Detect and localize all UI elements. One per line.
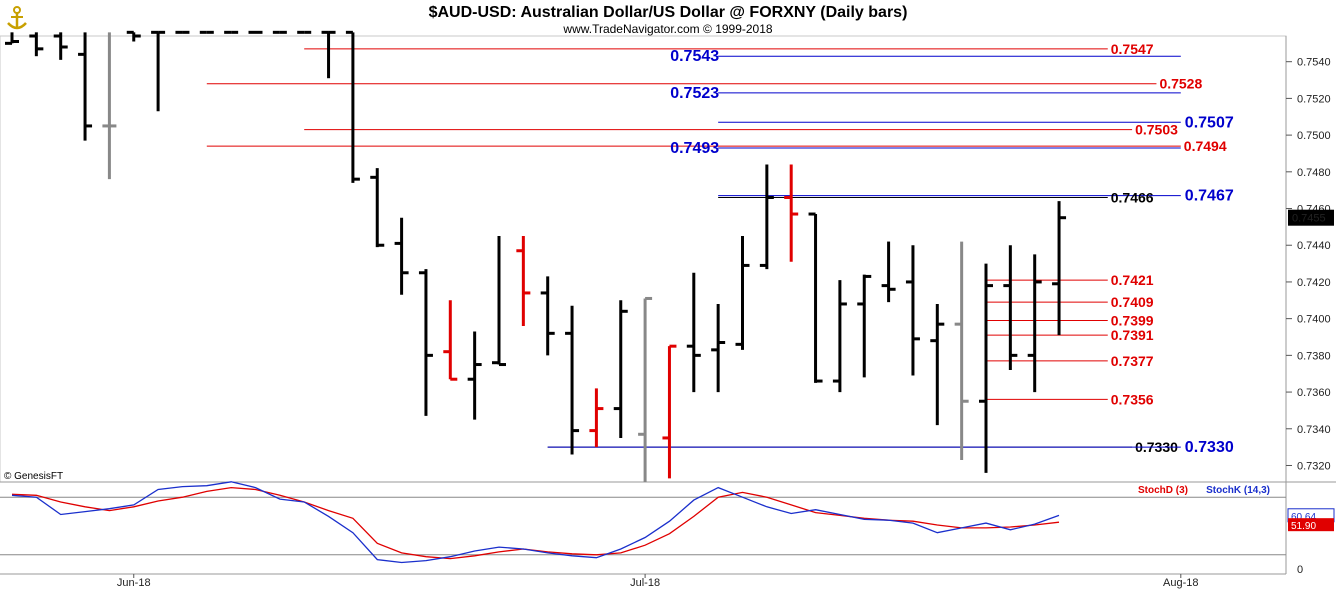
x-tick-label: Aug-18 [1163,577,1198,589]
x-tick-label: Jun-18 [117,577,151,589]
ohlc-bar [102,32,117,180]
level-label: 0.7466 [1111,190,1154,206]
level-label: 0.7503 [1135,122,1178,138]
ohlc-bar [930,303,945,426]
stoch-d-value: 51.90 [1291,521,1316,532]
ohlc-bar [954,241,969,460]
ohlc-bar [735,236,750,350]
stoch-k-legend: StochK (14,3) [1206,485,1270,496]
level-label: 0.7421 [1111,272,1154,288]
level-label: 0.7494 [1184,138,1227,154]
ohlc-bar [979,263,993,473]
ohlc-bar [29,32,44,57]
ohlc-bar [1003,245,1018,371]
level-label: 0.7409 [1111,294,1154,310]
ohlc-bar [686,272,701,393]
ohlc-bar [5,32,19,45]
ohlc-bar [638,296,653,482]
ohlc-bar [516,236,531,326]
ohlc-bar [492,236,506,367]
copyright-label: © GenesisFT [4,471,63,482]
ohlc-bar [151,30,166,112]
last-price-marker: 0.7455 [1288,209,1334,226]
ohlc-bar [613,300,628,438]
ohlc-bar [565,305,580,455]
ohlc-bar [711,303,726,393]
level-label: 0.7528 [1159,76,1202,92]
ohlc-bar [53,32,68,60]
ohlc-bar [370,168,385,248]
last-price-box [1288,209,1334,226]
level-label: 0.7523 [670,85,719,102]
level-label: 0.7377 [1111,353,1154,369]
y-tick-label: 0.7480 [1297,167,1331,179]
ohlc-bar [881,241,896,303]
x-tick-label: Jul-18 [630,577,660,589]
ohlc-bar [78,32,93,141]
ohlc-bar [345,30,360,183]
ohlc-bar [759,164,774,270]
y-tick-label: 0.7500 [1297,130,1331,142]
y-tick-label: 0.7320 [1297,460,1331,472]
ohlc-bar [832,280,847,393]
stoch-d-value-box [1288,518,1334,532]
y-tick-label: 0.7360 [1297,387,1331,399]
stoch-d-legend: StochD (3) [1138,485,1188,496]
last-price-label: 0.7455 [1292,213,1326,225]
date-axis: Jun-18 Jul-18 Aug-18 [0,573,1286,589]
chart-subtitle: www.TradeNavigator.com © 1999-2018 [562,22,772,36]
ohlc-bar [540,276,555,356]
level-label: 0.7543 [670,48,719,65]
chart-title: $AUD-USD: Australian Dollar/US Dollar @ … [429,4,908,21]
ohlc-bar [589,388,604,448]
y-tick-label: 0.7420 [1297,277,1331,289]
level-label: 0.7399 [1111,312,1154,328]
ohlc-bar [905,245,920,376]
level-label: 0.7493 [670,140,719,157]
price-axis: 0.7320 0.7340 0.7360 0.7380 0.7400 0.7420 0.74… [1286,57,1331,472]
stoch-k-line [11,481,1060,564]
level-lines: 0.7547 0.7543 0.7528 0.7523 0.7507 0.7503 0.74… [206,41,1234,456]
ohlc-bar [857,274,872,378]
ohlc-bar [808,212,823,383]
ohlc-bar [321,30,336,79]
stoch-k-value: 60.64 [1291,512,1316,523]
ohlc-bar [443,300,458,381]
y-tick-label: 0.7380 [1297,350,1331,362]
ohlc-bar [126,30,141,42]
ohlc-bar [784,164,799,262]
level-label: 0.7547 [1111,41,1154,57]
ohlc-bar [418,269,433,416]
price-panel-frame [0,35,1287,483]
ohlc-bar [1052,201,1067,336]
ohlc-bar [467,331,482,420]
ohlc-bar [394,217,409,295]
ohlc-bar [662,344,677,479]
y-tick-label: 0.7520 [1297,93,1331,105]
level-label: 0.7356 [1111,391,1154,407]
stoch-d-line [11,486,1060,560]
stoch-zero-label: 0 [1297,564,1303,576]
level-label: 0.7507 [1185,114,1234,131]
ohlc-bar [1027,254,1042,393]
level-label: 0.7391 [1111,327,1154,343]
y-tick-label: 0.7440 [1297,240,1331,252]
gold-anchor-icon [7,6,27,30]
level-label: 0.7330 [1185,439,1234,456]
price-bars [5,30,1067,482]
y-tick-label: 0.7540 [1297,57,1331,69]
level-label: 0.7467 [1185,188,1234,205]
y-tick-label: 0.7340 [1297,424,1331,436]
y-tick-label: 0.7400 [1297,314,1331,326]
logo [7,6,27,30]
